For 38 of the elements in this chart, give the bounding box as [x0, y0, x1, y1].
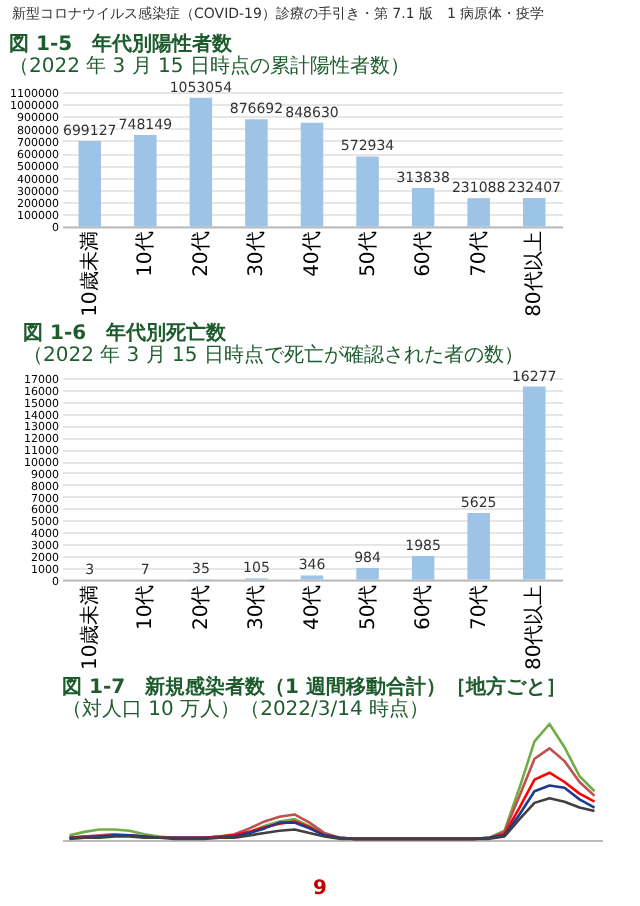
- chart-title: 図 1-7 新規感染者数（1 週間移動合計）［地方ごと］: [62, 674, 566, 699]
- bar: [134, 134, 157, 227]
- x-tick-label: 40代: [302, 231, 324, 277]
- chart-subtitle: （2022 年 3 月 15 日時点で死亡が確認された者の数）: [23, 342, 524, 367]
- bar: [300, 122, 324, 227]
- x-tick-label: 10歳未満: [77, 231, 102, 317]
- x-tick-label: 20代: [190, 584, 213, 631]
- x-tick-label: 10代: [135, 584, 158, 631]
- x-tick-label: 80代以上: [522, 231, 547, 317]
- text: 9: [311, 878, 329, 900]
- chart-title: 図 1-5 年代別陽性者数: [9, 31, 235, 56]
- x-tick-label: 30代: [246, 584, 269, 631]
- chart-subtitle: （2022 年 3 月 15 日時点の累計陽性者数）: [9, 53, 410, 78]
- x-tick-label: 30代: [246, 231, 269, 277]
- x-tick-label: 50代: [357, 231, 380, 277]
- x-tick-label: 70代: [468, 584, 491, 631]
- x-tick-label: 50代: [357, 584, 380, 631]
- x-tick-label: 60代: [413, 231, 436, 277]
- bar: [467, 512, 490, 580]
- chart-subtitle: （対人口 10 万人）（2022/3/14 時点）: [62, 696, 430, 721]
- bar: [522, 386, 546, 580]
- x-tick-label: 20代: [190, 231, 213, 277]
- x-tick-label: 70代: [468, 231, 491, 277]
- x-tick-label: 80代以上: [522, 584, 547, 671]
- x-tick-label: 60代: [413, 584, 436, 631]
- chart-title: 図 1-6 年代別死亡数: [23, 320, 229, 345]
- x-tick-label: 10歳未満: [77, 584, 102, 671]
- bar: [522, 198, 546, 227]
- bar: [78, 140, 102, 227]
- x-tick-label: 10代: [135, 231, 158, 277]
- bar: [411, 188, 435, 227]
- bar: [411, 556, 435, 580]
- bar: [245, 119, 268, 227]
- bar: [356, 156, 379, 227]
- bar: [356, 567, 379, 580]
- bar: [467, 198, 490, 227]
- x-tick-label: 40代: [302, 584, 324, 631]
- bar: [189, 97, 213, 227]
